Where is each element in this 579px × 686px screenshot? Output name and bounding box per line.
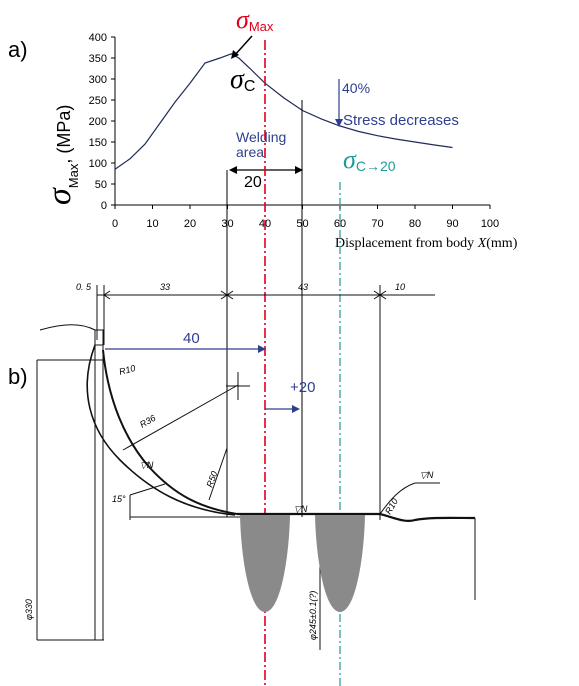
panel-label-a: a)	[8, 37, 28, 62]
y-tick-label-3: 150	[89, 137, 107, 149]
sigma-max-arrow	[233, 35, 253, 57]
panel-label-b: b)	[8, 364, 28, 389]
technical-drawing	[36, 285, 476, 650]
y-tick-label-7: 350	[89, 53, 107, 65]
sigma-max-label: σMax	[236, 5, 274, 34]
y-tick-label-4: 200	[89, 116, 107, 128]
surface-mark-0: ▽N	[140, 460, 154, 470]
sigma-max-arrowhead	[231, 50, 239, 59]
offset-40-label: 40	[183, 330, 200, 347]
dim-top-1: 33	[160, 282, 170, 292]
weld-bead-right	[315, 515, 365, 612]
sigma-c20-label: σC→20	[343, 145, 396, 174]
welding-label-line2: area	[236, 144, 264, 160]
diameter-center-label: φ245±0.1(?)	[308, 591, 318, 640]
offset-plus20-label: +20	[290, 379, 315, 396]
x-tick-label-9: 90	[446, 218, 458, 230]
dim-top-3: 10	[395, 282, 405, 292]
offset-plus20-arrowhead	[292, 405, 300, 413]
radius-label-0: R10	[118, 363, 137, 377]
dim-top-0: 0. 5	[76, 282, 92, 292]
surface-mark-1: ▽N	[294, 504, 308, 514]
y-tick-label-8: 400	[89, 32, 107, 44]
x-tick-label-6: 60	[334, 218, 346, 230]
x-ticks: 0102030405060708090100	[112, 205, 499, 230]
x-tick-label-7: 70	[371, 218, 383, 230]
x-tick-label-0: 0	[112, 218, 118, 230]
stress-curve	[114, 53, 453, 170]
x-tick-label-1: 10	[146, 218, 158, 230]
x-axis-label: Displacement from body X(mm)	[335, 236, 518, 251]
surface-mark-2: ▽N	[420, 470, 434, 480]
y-tick-label-0: 0	[101, 200, 107, 212]
decrease-percent: 40%	[342, 80, 370, 96]
x-tick-label-2: 20	[184, 218, 196, 230]
decrease-arrowhead	[335, 119, 343, 127]
y-tick-label-2: 100	[89, 158, 107, 170]
y-axis-label: σMax, (MPa)	[41, 105, 81, 205]
welding-label-line1: Welding	[236, 129, 286, 145]
welding-width-label: 20	[244, 174, 262, 191]
diameter-left-label: φ330	[24, 599, 34, 620]
y-tick-label-5: 250	[89, 95, 107, 107]
dim-top-2: 43	[298, 282, 308, 292]
x-tick-label-8: 80	[409, 218, 421, 230]
offset-40-arrowhead	[258, 345, 266, 353]
weld-bead-left	[240, 515, 290, 612]
radius-label-2: R50	[204, 470, 219, 489]
x-tick-label-10: 100	[481, 218, 499, 230]
welding-arrowhead-left	[229, 166, 237, 174]
radius-label-1: R36	[138, 413, 157, 430]
angle-label: 15°	[112, 494, 126, 504]
welding-arrowhead-right	[295, 166, 303, 174]
y-tick-label-6: 300	[89, 74, 107, 86]
sigma-c-label: σC	[230, 64, 255, 95]
radius-label-3: R10	[383, 497, 400, 516]
y-tick-label-1: 50	[95, 179, 107, 191]
stress-decreases-label: Stress decreases	[343, 112, 459, 129]
y-ticks: 0 50 100 150 200 250 300 350 400	[89, 32, 115, 212]
